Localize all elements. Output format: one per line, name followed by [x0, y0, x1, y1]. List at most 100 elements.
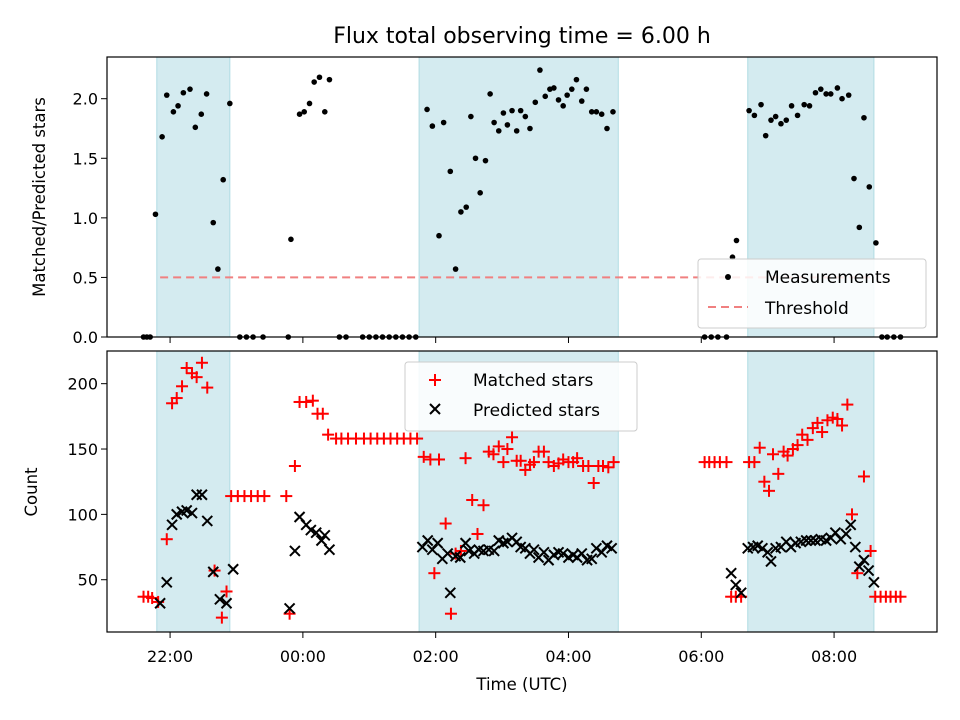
matched-star-point	[492, 440, 505, 453]
matched-star-point	[215, 611, 228, 624]
measurement-point	[746, 107, 752, 114]
matched-star-point	[720, 456, 733, 469]
matched-star-point	[258, 490, 271, 503]
measurement-point	[845, 92, 852, 98]
measurement-point	[215, 266, 221, 272]
legend-marker-predicted	[429, 403, 441, 415]
y-tick-label: 1.0	[73, 209, 98, 228]
measurement-point	[593, 109, 600, 115]
measurement-point	[758, 101, 764, 108]
matched-star-point	[607, 456, 620, 469]
matched-star-point	[176, 380, 189, 393]
predicted-star-point	[528, 543, 540, 556]
matched-star-point	[220, 585, 233, 598]
measurement-point	[326, 76, 333, 83]
measurement-point	[220, 176, 226, 183]
measurement-point	[806, 103, 813, 109]
measurement-point	[500, 110, 507, 116]
measurement-point	[783, 117, 790, 123]
predicted-star-point	[220, 597, 233, 609]
bottom-plot-area	[137, 356, 907, 624]
predicted-star-point	[586, 553, 598, 565]
predicted-star-point	[858, 554, 870, 566]
measurement-point	[227, 100, 233, 107]
predicted-star-point	[488, 545, 500, 557]
matched-star-point	[527, 456, 540, 469]
measurement-point	[560, 103, 566, 109]
measurement-point	[306, 100, 313, 107]
measurement-point	[170, 109, 177, 115]
legend-label-matched: Matched stars	[473, 371, 593, 391]
measurement-point	[159, 134, 165, 140]
predicted-star-point	[283, 602, 296, 615]
predicted-star-point	[227, 563, 239, 575]
predicted-star-point	[289, 545, 301, 557]
matched-star-point	[816, 426, 829, 439]
matched-star-point	[506, 431, 519, 444]
top-y-ticks: 0.0 0.5 1.0 1.5 2.0	[73, 90, 107, 347]
measurement-point	[477, 190, 483, 196]
measurement-point	[203, 91, 210, 97]
predicted-star-point	[840, 528, 852, 540]
chart-title: Flux total observing time = 6.00 h	[333, 24, 711, 49]
legend-marker-measurements	[725, 274, 731, 280]
measurement-point	[321, 109, 328, 115]
matched-star-point	[758, 475, 771, 488]
matched-star-point	[841, 398, 854, 411]
measurement-point	[440, 119, 447, 126]
top-panel: 0.00.51.01.52.0 Matched/Predicted stars …	[30, 56, 938, 347]
matched-star-point	[836, 419, 849, 432]
measurement-point	[522, 113, 529, 120]
x-tick-label: 06:00	[678, 647, 724, 666]
measurement-point	[210, 219, 217, 226]
predicted-star-point	[735, 587, 747, 599]
matched-star-point	[781, 449, 794, 462]
measurement-point	[447, 168, 454, 175]
bottom-x-ticks: 22:00 00:00 02:00 04:00 06:00 08:00	[147, 632, 857, 666]
measurement-point	[569, 86, 575, 92]
matched-star-point	[477, 499, 490, 512]
top-y-axis-label: Matched/Predicted stars	[30, 97, 49, 297]
matched-star-point	[306, 394, 319, 407]
matched-star-point	[160, 533, 173, 546]
matched-star-point	[772, 467, 785, 480]
measurement-point	[812, 89, 819, 96]
measurement-point	[296, 111, 303, 117]
measurement-point	[316, 74, 323, 81]
x-axis-label: Time (UTC)	[475, 675, 567, 694]
legend-marker-matched	[429, 374, 441, 386]
measurement-point	[827, 91, 834, 97]
shaded-interval-1	[418, 56, 619, 338]
measurement-point	[513, 128, 520, 134]
y-tick-label: 0.5	[73, 268, 98, 287]
matched-star-point	[602, 461, 615, 474]
measurement-point	[463, 204, 470, 210]
predicted-star-point	[186, 507, 198, 519]
measurement-point	[823, 91, 829, 97]
legend-label-threshold: Threshold	[764, 299, 849, 319]
measurement-point	[610, 109, 616, 115]
measurement-point	[482, 157, 489, 164]
predicted-star-point	[201, 515, 213, 527]
measurement-point	[733, 237, 740, 244]
matched-star-point	[501, 443, 514, 456]
y-tick-label: 100	[67, 505, 98, 524]
measurement-point	[861, 114, 867, 121]
measurement-point	[472, 155, 479, 162]
measurement-point	[856, 224, 863, 231]
top-legend: Measurements Threshold	[697, 258, 927, 329]
y-tick-label: 1.5	[73, 149, 98, 168]
matched-star-point	[417, 450, 430, 463]
predicted-star-point	[730, 579, 742, 591]
matched-star-point	[597, 460, 610, 473]
predicted-star-point	[849, 541, 862, 553]
measurement-point	[578, 98, 585, 104]
predicted-star-point	[844, 519, 857, 531]
measurement-point	[517, 107, 524, 114]
legend-label-predicted: Predicted stars	[473, 401, 600, 421]
measurement-point	[527, 125, 533, 132]
matched-star-point	[763, 484, 776, 497]
matched-star-point	[444, 607, 457, 620]
matched-star-point	[439, 517, 452, 530]
x-tick-label: 22:00	[147, 647, 193, 666]
